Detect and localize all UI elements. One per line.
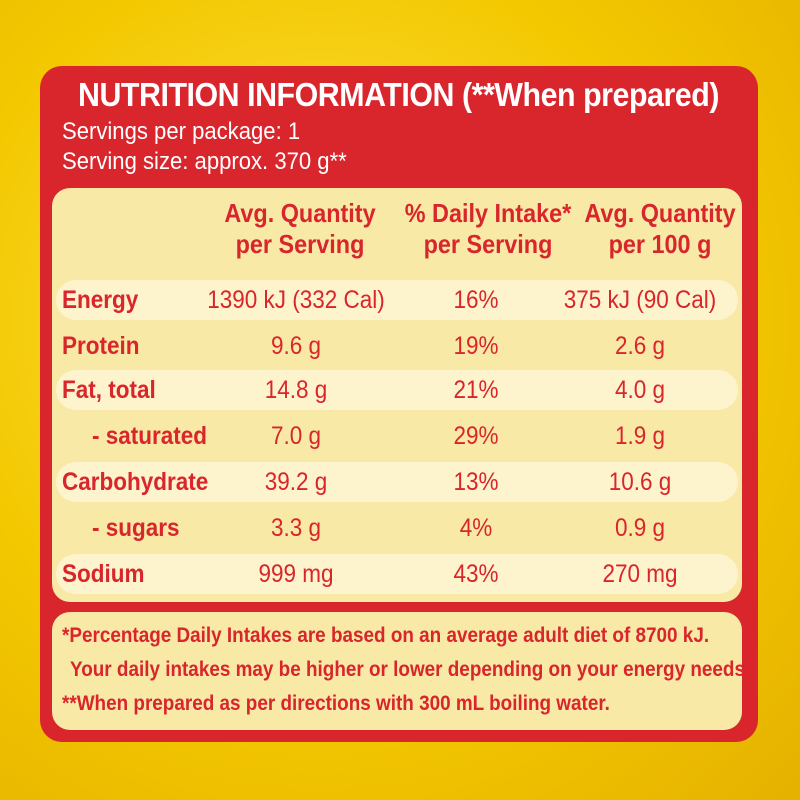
- sodium-daily-intake: 43%: [453, 560, 499, 588]
- row-label-energy: Energy: [62, 286, 139, 314]
- header-line: % Daily Intake*: [404, 198, 572, 228]
- protein-daily-intake: 19%: [453, 332, 499, 360]
- footnote-daily-intake: *Percentage Daily Intakes are based on a…: [62, 624, 710, 647]
- header-line: per Serving: [423, 229, 553, 259]
- protein-per-100g: 2.6 g: [614, 332, 666, 360]
- fat-total-per-100g: 4.0 g: [614, 376, 666, 404]
- saturated-daily-intake: 29%: [453, 422, 499, 450]
- footnote-energy-needs: Your daily intakes may be higher or lowe…: [70, 658, 751, 681]
- sodium-per-serving: 999 mg: [258, 560, 334, 588]
- saturated-per-serving: 7.0 g: [270, 422, 322, 450]
- header-avg-per-100g: Avg. Quantity per 100 g: [570, 198, 750, 260]
- row-label-fat-total: Fat, total: [62, 376, 156, 404]
- fat-total-daily-intake: 21%: [453, 376, 499, 404]
- carbohydrate-per-100g: 10.6 g: [608, 468, 672, 496]
- row-stripe: [56, 370, 738, 410]
- sodium-per-100g: 270 mg: [602, 560, 678, 588]
- fat-total-per-serving: 14.8 g: [264, 376, 328, 404]
- row-label-saturated: - saturated: [92, 422, 208, 450]
- protein-per-serving: 9.6 g: [270, 332, 322, 360]
- carbohydrate-per-serving: 39.2 g: [264, 468, 328, 496]
- row-label-sodium: Sodium: [62, 560, 145, 588]
- row-label-sugars: - sugars: [92, 514, 180, 542]
- row-label-protein: Protein: [62, 332, 140, 360]
- header-line: per 100 g: [608, 229, 712, 259]
- row-label-carbohydrate: Carbohydrate: [62, 468, 209, 496]
- footnote-box: [52, 612, 742, 730]
- header-daily-intake: % Daily Intake* per Serving: [398, 198, 578, 260]
- saturated-per-100g: 1.9 g: [614, 422, 666, 450]
- energy-per-100g: 375 kJ (90 Cal): [563, 286, 717, 314]
- header-line: Avg. Quantity: [224, 198, 376, 228]
- energy-daily-intake: 16%: [453, 286, 499, 314]
- sugars-per-100g: 0.9 g: [614, 514, 666, 542]
- carbohydrate-daily-intake: 13%: [453, 468, 499, 496]
- energy-per-serving: 1390 kJ (332 Cal): [207, 286, 385, 314]
- header-line: Avg. Quantity: [584, 198, 736, 228]
- panel-title: NUTRITION INFORMATION (**When prepared): [78, 76, 719, 113]
- sugars-daily-intake: 4%: [459, 514, 493, 542]
- row-stripe: [56, 280, 738, 320]
- footnote-preparation: **When prepared as per directions with 3…: [62, 692, 610, 715]
- row-stripe: [56, 462, 738, 502]
- header-avg-per-serving: Avg. Quantity per Serving: [210, 198, 390, 260]
- serving-size: Serving size: approx. 370 g**: [62, 148, 347, 175]
- servings-per-package: Servings per package: 1: [62, 118, 301, 145]
- header-line: per Serving: [235, 229, 365, 259]
- row-stripe: [56, 554, 738, 594]
- sugars-per-serving: 3.3 g: [270, 514, 322, 542]
